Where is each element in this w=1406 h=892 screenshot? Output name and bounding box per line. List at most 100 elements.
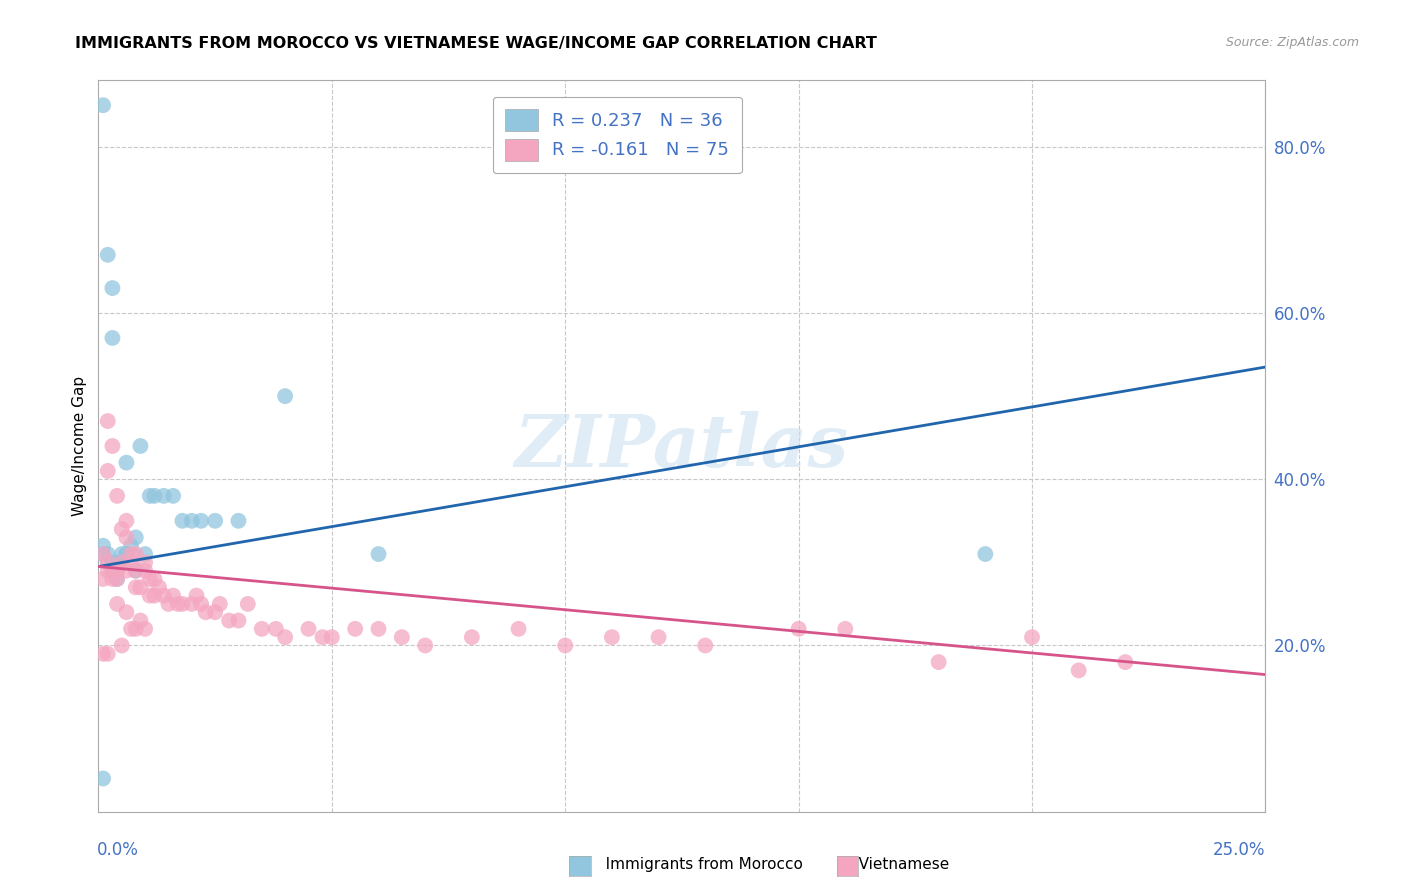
Point — [134, 555, 156, 569]
Point — [162, 589, 184, 603]
Point — [91, 647, 114, 661]
Point — [1114, 655, 1136, 669]
Point — [125, 622, 148, 636]
Point — [139, 572, 162, 586]
Point — [101, 439, 124, 453]
Point — [461, 630, 484, 644]
Point — [148, 580, 170, 594]
Point — [97, 647, 120, 661]
Point — [311, 630, 333, 644]
Point — [172, 597, 194, 611]
Point — [180, 597, 202, 611]
Point — [97, 414, 120, 428]
Point — [344, 622, 367, 636]
Point — [134, 547, 156, 561]
Point — [391, 630, 413, 644]
Point — [115, 547, 138, 561]
Point — [91, 98, 114, 112]
Point — [834, 622, 856, 636]
Point — [647, 630, 669, 644]
Point — [115, 547, 138, 561]
Point — [125, 580, 148, 594]
Point — [143, 572, 166, 586]
Point — [120, 555, 142, 569]
Point — [91, 547, 114, 561]
Point — [111, 547, 134, 561]
Point — [264, 622, 287, 636]
Text: IMMIGRANTS FROM MOROCCO VS VIETNAMESE WAGE/INCOME GAP CORRELATION CHART: IMMIGRANTS FROM MOROCCO VS VIETNAMESE WA… — [75, 37, 877, 52]
Point — [97, 464, 120, 478]
Point — [321, 630, 343, 644]
Text: 25.0%: 25.0% — [1213, 841, 1265, 859]
Point — [190, 514, 212, 528]
Y-axis label: Wage/Income Gap: Wage/Income Gap — [72, 376, 87, 516]
Point — [152, 589, 174, 603]
Point — [274, 389, 297, 403]
Point — [125, 547, 148, 561]
Point — [143, 489, 166, 503]
Point — [695, 639, 717, 653]
Point — [787, 622, 810, 636]
Point — [101, 331, 124, 345]
Point — [120, 547, 142, 561]
Point — [236, 597, 259, 611]
Text: Immigrants from Morocco: Immigrants from Morocco — [591, 857, 803, 872]
Point — [91, 772, 114, 786]
Point — [91, 547, 114, 561]
Point — [111, 555, 134, 569]
Point — [228, 614, 250, 628]
Point — [111, 639, 134, 653]
Point — [134, 622, 156, 636]
Point — [152, 489, 174, 503]
Point — [190, 597, 212, 611]
Point — [101, 572, 124, 586]
Point — [600, 630, 623, 644]
Point — [208, 597, 231, 611]
Point — [129, 580, 152, 594]
Point — [101, 555, 124, 569]
Point — [91, 539, 114, 553]
Point — [413, 639, 436, 653]
Point — [367, 547, 389, 561]
Point — [172, 514, 194, 528]
Point — [115, 530, 138, 544]
Point — [97, 555, 120, 569]
Point — [105, 564, 128, 578]
Point — [125, 530, 148, 544]
Point — [97, 564, 120, 578]
Point — [115, 514, 138, 528]
Point — [204, 514, 226, 528]
Point — [120, 539, 142, 553]
Point — [105, 555, 128, 569]
Point — [157, 597, 180, 611]
Point — [111, 555, 134, 569]
Point — [508, 622, 530, 636]
Point — [105, 597, 128, 611]
Point — [97, 547, 120, 561]
Point — [928, 655, 950, 669]
Point — [186, 589, 208, 603]
Text: ZIPatlas: ZIPatlas — [515, 410, 849, 482]
Point — [101, 281, 124, 295]
Point — [97, 248, 120, 262]
Point — [554, 639, 576, 653]
Point — [91, 572, 114, 586]
Point — [143, 589, 166, 603]
Point — [129, 439, 152, 453]
Point — [139, 589, 162, 603]
Point — [105, 572, 128, 586]
Point — [218, 614, 240, 628]
Point — [139, 489, 162, 503]
Text: 0.0%: 0.0% — [97, 841, 139, 859]
Point — [129, 614, 152, 628]
Point — [194, 605, 217, 619]
Point — [974, 547, 997, 561]
Point — [115, 564, 138, 578]
Point — [250, 622, 273, 636]
Point — [105, 489, 128, 503]
Point — [1021, 630, 1043, 644]
Point — [274, 630, 297, 644]
Point — [228, 514, 250, 528]
Point — [101, 564, 124, 578]
Point — [105, 572, 128, 586]
